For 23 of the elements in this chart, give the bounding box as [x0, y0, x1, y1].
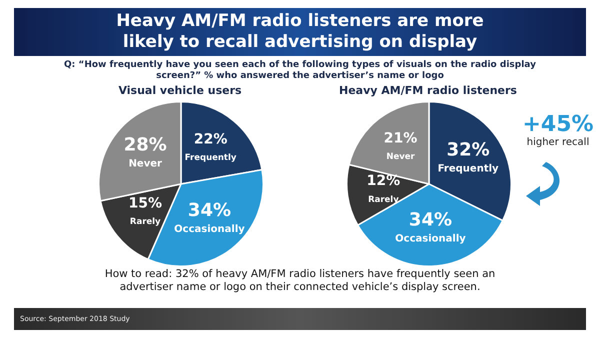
data-label: 21% — [384, 130, 418, 146]
chart-title: Heavy AM/FM radio listeners — [338, 84, 518, 97]
text: +45% — [521, 112, 595, 137]
slice-label: Occasionally — [174, 224, 246, 235]
data-label: 32% — [446, 139, 490, 160]
text: higher recall — [526, 137, 590, 148]
data-label: 15% — [128, 196, 162, 212]
slice-label: Rarely — [130, 217, 162, 228]
data-label: 22% — [194, 131, 228, 148]
data-label: 28% — [124, 134, 167, 156]
text: Q: “How frequently have you seen each of the following types of visuals on the radio display screen?” % who answered the advertiser’s name or logo — [63, 60, 537, 82]
text: Heavy AM/FM radio listeners are more likely to recall advertising on display — [115, 11, 485, 53]
chart-title: Visual vehicle users — [117, 84, 243, 97]
text: How to read: 32% of heavy AM/FM radio listeners have frequently seen an advertiser name or logo on their connected vehicle’s display screen. — [104, 268, 496, 294]
slice-label: Frequently — [184, 152, 237, 163]
data-label: 34% — [408, 210, 452, 231]
data-label: 34% — [188, 200, 232, 221]
slice-label: Never — [128, 158, 162, 170]
data-label: 12% — [366, 173, 400, 190]
slice-label: Occasionally — [395, 234, 466, 245]
slice-label: Rarely — [368, 194, 400, 205]
slice-label: Frequently — [438, 163, 500, 174]
slice-label: Never — [386, 152, 416, 162]
